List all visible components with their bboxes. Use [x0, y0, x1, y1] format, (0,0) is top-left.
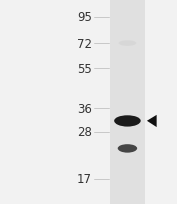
Ellipse shape	[114, 116, 141, 127]
Text: 28: 28	[77, 126, 92, 139]
Polygon shape	[147, 115, 157, 128]
Ellipse shape	[119, 41, 136, 47]
FancyBboxPatch shape	[110, 0, 145, 204]
Text: 95: 95	[77, 11, 92, 24]
Text: 55: 55	[77, 63, 92, 75]
Text: 17: 17	[77, 172, 92, 185]
Text: 36: 36	[77, 102, 92, 115]
Text: 72: 72	[77, 37, 92, 50]
Ellipse shape	[118, 144, 137, 153]
